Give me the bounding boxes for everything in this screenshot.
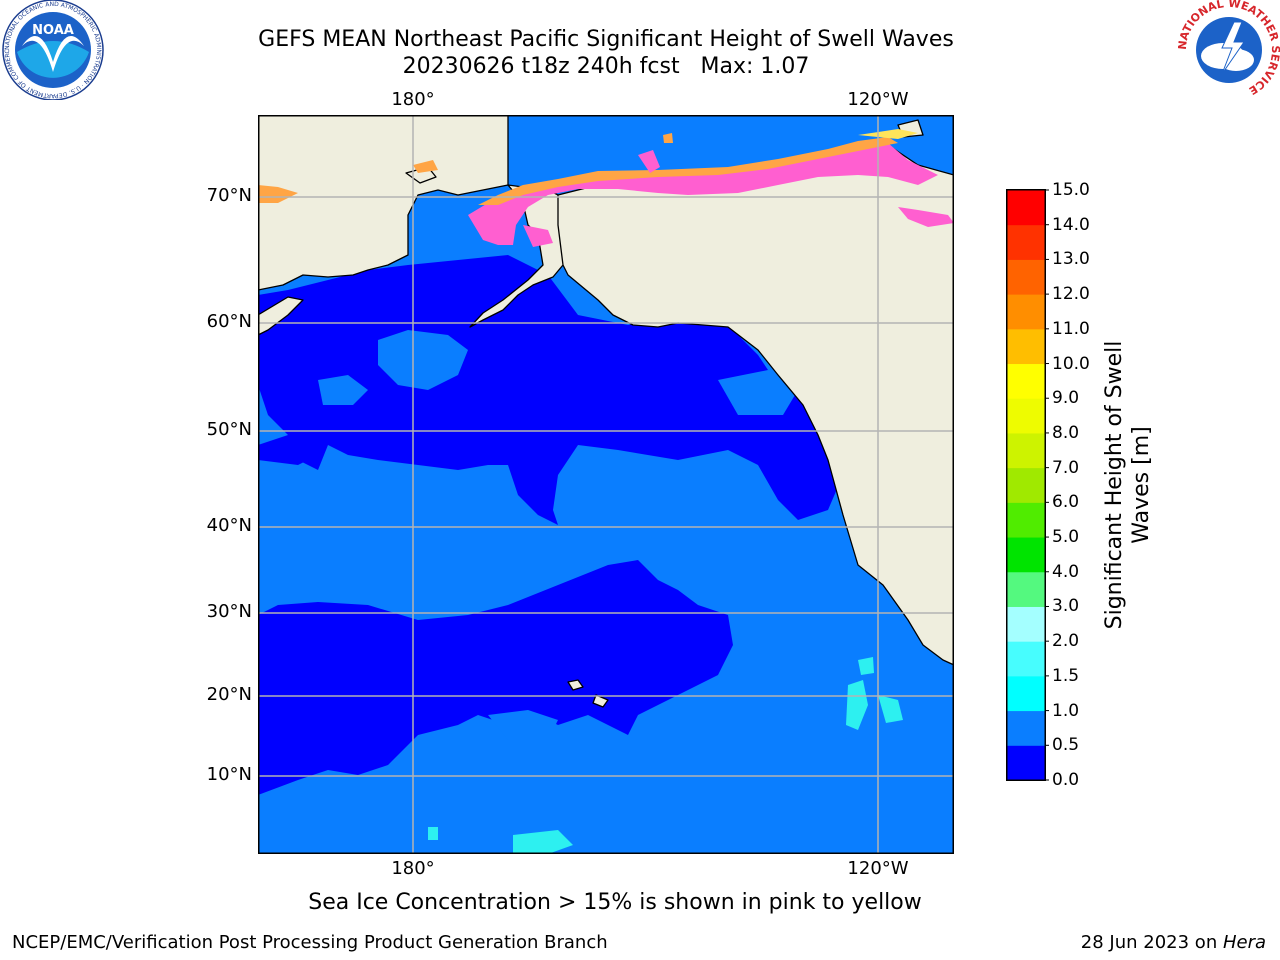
colorbar-tick-label: 14.0 (1052, 214, 1090, 235)
colorbar-tick-label: 0.0 (1052, 770, 1080, 790)
colorbar-label: Significant Height of Swell Waves [m] (1102, 340, 1154, 630)
colorbar-tick-label: 10.0 (1052, 353, 1090, 374)
colorbar-segment (1007, 363, 1045, 399)
svg-text:NOAA: NOAA (32, 23, 74, 38)
colorbar-segment (1007, 467, 1045, 503)
colorbar-segment (1007, 432, 1045, 469)
date-stamp: 28 Jun 2023 on Hera (1080, 932, 1266, 953)
lat-label-40n: 40°N (206, 515, 252, 536)
colorbar-segment (1007, 745, 1045, 781)
colorbar-tick-label: 6.0 (1052, 492, 1080, 513)
colorbar-segment (1007, 398, 1045, 434)
colorbar-segment (1007, 259, 1045, 295)
colorbar-tick-label: 3.0 (1052, 596, 1080, 617)
colorbar-segment (1007, 328, 1045, 365)
colorbar-tick-label: 9.0 (1052, 388, 1080, 409)
colorbar-tick-label: 4.0 (1052, 561, 1080, 582)
colorbar-segment (1007, 224, 1045, 260)
graticule (258, 115, 954, 854)
colorbar-segment (1007, 190, 1045, 226)
lon-label-bottom-180: 180° (391, 858, 435, 879)
colorbar-segment (1007, 641, 1045, 677)
sea-ice-note: Sea Ice Concentration > 15% is shown in … (308, 890, 922, 915)
map-title: GEFS MEAN Northeast Pacific Significant … (258, 27, 954, 52)
colorbar-segment (1007, 537, 1045, 573)
nws-logo: NATIONAL WEATHER SERVICE (1178, 0, 1280, 99)
colorbar (1006, 189, 1049, 781)
low-swell-central (258, 560, 733, 795)
colorbar-segment (1007, 710, 1045, 746)
colorbar-tick-label: 5.0 (1052, 527, 1080, 548)
colorbar-tick-label: 2.0 (1052, 631, 1080, 652)
lat-label-10n: 10°N (206, 764, 252, 785)
map-panel (258, 115, 954, 854)
lon-label-bottom-120w: 120°W (847, 858, 909, 879)
colorbar-tick-label: 0.5 (1052, 735, 1080, 756)
lat-label-30n: 30°N (206, 601, 252, 622)
colorbar-tick-label: 15.0 (1052, 180, 1090, 200)
colorbar-tick-label: 7.0 (1052, 457, 1080, 478)
noaa-logo: NOAA NATIONAL OCEANIC AND ATMOSPHERIC AD… (0, 0, 104, 100)
map-subtitle: 20230626 t18z 240h fcst Max: 1.07 (402, 54, 810, 79)
colorbar-tick-label: 1.0 (1052, 700, 1080, 721)
colorbar-tick-label: 11.0 (1052, 318, 1090, 339)
low-swell-band (258, 435, 318, 465)
colorbar-tick-label: 13.0 (1052, 249, 1090, 270)
colorbar-segment (1007, 502, 1045, 538)
colorbar-segment (1007, 294, 1045, 330)
colorbar-segment (1007, 571, 1045, 607)
colorbar-segment (1007, 606, 1045, 642)
lat-label-20n: 20°N (206, 684, 252, 705)
colorbar-tick-label: 8.0 (1052, 422, 1080, 443)
lat-label-50n: 50°N (206, 419, 252, 440)
colorbar-tick-label: 12.0 (1052, 284, 1090, 305)
lat-label-60n: 60°N (206, 311, 252, 332)
lat-label-70n: 70°N (206, 185, 252, 206)
colorbar-segment (1007, 675, 1045, 712)
credit-text: NCEP/EMC/Verification Post Processing Pr… (12, 932, 608, 953)
lon-label-top-180: 180° (391, 89, 435, 110)
colorbar-tick-label: 1.5 (1052, 665, 1080, 686)
lon-label-top-120w: 120°W (847, 89, 909, 110)
cyan-patch (846, 680, 868, 730)
sea-ice-band (258, 129, 954, 247)
